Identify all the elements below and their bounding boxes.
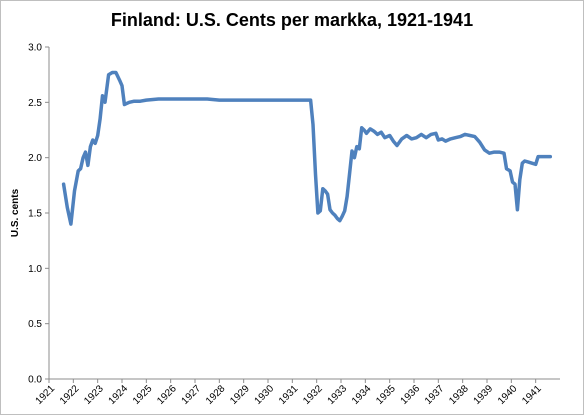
x-tick-label: 1926 <box>155 383 179 407</box>
x-tick-label: 1921 <box>34 383 58 407</box>
x-tick-label: 1923 <box>82 383 106 407</box>
x-tick-label: 1938 <box>447 383 471 407</box>
x-tick-label: 1941 <box>520 383 544 407</box>
y-axis-ticks: 0.0 0.5 1.0 1.5 2.0 2.5 3.0 <box>28 43 49 386</box>
y-axis-title: U.S. cents <box>10 188 21 237</box>
x-tick-label: 1934 <box>350 383 374 407</box>
y-tick-label: 2.5 <box>28 98 42 109</box>
x-tick-label: 1927 <box>180 383 204 407</box>
x-tick-label: 1928 <box>204 383 228 407</box>
x-tick-label: 1929 <box>228 383 252 407</box>
x-tick-label: 1933 <box>326 383 350 407</box>
chart-title: Finland: U.S. Cents per markka, 1921-194… <box>110 10 474 30</box>
y-tick-label: 2.0 <box>28 153 42 164</box>
x-tick-label: 1935 <box>374 383 398 407</box>
x-tick-label: 1937 <box>423 383 447 407</box>
x-tick-label: 1922 <box>58 383 82 407</box>
x-tick-label: 1936 <box>399 383 423 407</box>
y-tick-label: 1.0 <box>28 264 42 275</box>
x-tick-label: 1932 <box>301 383 325 407</box>
y-tick-label: 0.0 <box>28 375 42 386</box>
series-line <box>61 70 553 226</box>
x-tick-label: 1939 <box>472 383 496 407</box>
y-tick-label: 3.0 <box>28 43 42 54</box>
x-tick-label: 1930 <box>253 383 277 407</box>
y-tick-label: 1.5 <box>28 209 42 220</box>
series-layer <box>61 70 553 226</box>
x-tick-label: 1931 <box>277 383 301 407</box>
x-tick-label: 1925 <box>131 383 155 407</box>
x-axis-ticks: 1921 1922 1923 1924 1925 1926 1927 1928 1929 1930… <box>34 379 544 407</box>
y-tick-label: 0.5 <box>28 319 42 330</box>
x-tick-label: 1940 <box>496 383 520 407</box>
x-tick-label: 1924 <box>107 383 131 407</box>
